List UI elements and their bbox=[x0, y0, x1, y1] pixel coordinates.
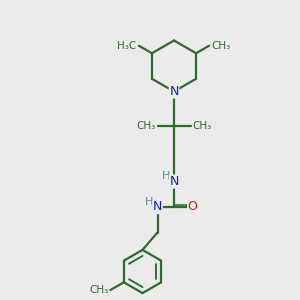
Text: O: O bbox=[188, 200, 197, 214]
Text: N: N bbox=[169, 175, 179, 188]
Text: CH₃: CH₃ bbox=[89, 285, 109, 295]
Text: H₃C: H₃C bbox=[117, 41, 136, 51]
Text: N: N bbox=[169, 85, 179, 98]
Text: CH₃: CH₃ bbox=[137, 121, 156, 131]
Text: CH₃: CH₃ bbox=[192, 121, 211, 131]
Text: H: H bbox=[145, 196, 153, 207]
Text: N: N bbox=[153, 200, 162, 214]
Text: CH₃: CH₃ bbox=[212, 41, 231, 51]
Text: H: H bbox=[161, 171, 170, 181]
